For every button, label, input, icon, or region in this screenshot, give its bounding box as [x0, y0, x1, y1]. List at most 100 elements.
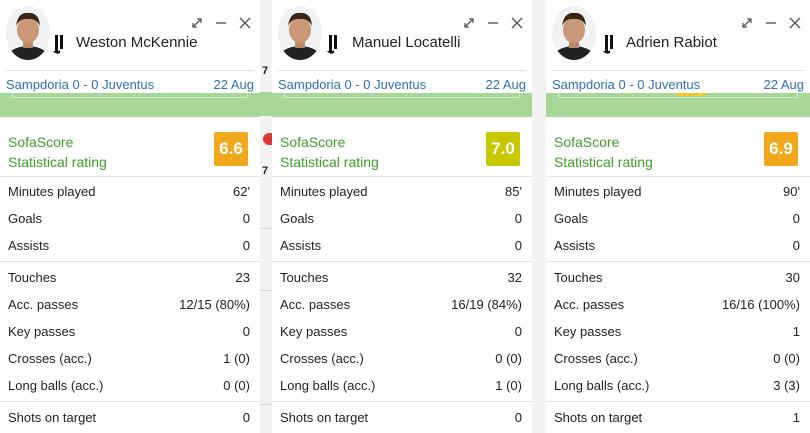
player-avatar — [278, 6, 322, 60]
stat-value: 1 — [792, 410, 800, 425]
stat-row: Long balls (acc.) 1 (0) — [272, 372, 532, 399]
rating-subtitle: Statistical rating — [8, 154, 107, 170]
stat-row: Acc. passes 16/19 (84%) — [272, 291, 532, 318]
stat-value: 0 — [514, 238, 522, 253]
juventus-logo-icon — [603, 35, 613, 54]
stat-value: 0 — [242, 211, 250, 226]
match-link[interactable]: Sampdoria 0 - 0 Juventus 22 Aug — [552, 77, 804, 93]
stat-label: Acc. passes — [554, 297, 625, 312]
match-teams[interactable]: Sampdoria 0 - 0 Juventus — [6, 77, 155, 92]
stat-label: Crosses (acc.) — [8, 351, 92, 366]
match-teams[interactable]: Sampdoria 0 - 0 Juventus — [278, 77, 427, 92]
stat-value: 0 — [514, 211, 522, 226]
stat-value: 0 — [242, 324, 250, 339]
juventus-logo-icon — [53, 35, 63, 54]
expand-icon[interactable] — [190, 16, 204, 30]
stat-value: 0 — [792, 211, 800, 226]
stat-row: Acc. passes 12/15 (80%) — [0, 291, 260, 318]
match-date: 22 Aug — [485, 77, 527, 92]
stat-value: 32 — [507, 270, 522, 285]
stats-list: Minutes played 90' Goals 0 Assists 0 Touches 30… — [546, 178, 810, 431]
rating-section: SofaScore Statistical rating 6.9 — [546, 128, 810, 172]
minimize-icon[interactable] — [214, 16, 228, 30]
rating-section: SofaScore Statistical rating 6.6 — [0, 128, 260, 172]
card-header: Weston McKennie — [0, 0, 260, 70]
field-box-lines — [558, 93, 798, 98]
stat-label: Key passes — [554, 324, 622, 339]
close-icon[interactable] — [510, 16, 524, 30]
stat-value: 30 — [785, 270, 800, 285]
stat-row: Crosses (acc.) 0 (0) — [272, 345, 532, 372]
stat-label: Minutes played — [280, 184, 368, 199]
stat-row: Goals 0 — [272, 205, 532, 232]
window-controls — [462, 16, 524, 30]
expand-icon[interactable] — [740, 16, 754, 30]
window-controls — [740, 16, 802, 30]
stat-value: 0 — [792, 238, 800, 253]
close-icon[interactable] — [788, 16, 802, 30]
divider — [0, 261, 260, 262]
stat-value: 0 — [242, 238, 250, 253]
rating-title: SofaScore — [554, 134, 620, 150]
window-controls — [190, 16, 252, 30]
stat-row: Assists 0 — [0, 232, 260, 259]
divider — [272, 176, 532, 177]
stat-row: Shots on target 0 — [272, 404, 532, 431]
stat-label: Goals — [280, 211, 314, 226]
card-header: Manuel Locatelli — [272, 0, 532, 70]
stat-row: Touches 23 — [0, 264, 260, 291]
stat-label: Crosses (acc.) — [554, 351, 638, 366]
stat-row: Shots on target 1 — [546, 404, 810, 431]
divider — [260, 290, 272, 291]
heatmap-field — [546, 93, 810, 117]
stat-value: 12/15 (80%) — [179, 297, 250, 312]
stat-value: 3 (3) — [773, 378, 800, 393]
match-link[interactable]: Sampdoria 0 - 0 Juventus 22 Aug — [278, 77, 526, 93]
stat-row: Minutes played 62' — [0, 178, 260, 205]
close-icon[interactable] — [238, 16, 252, 30]
stat-row: Touches 32 — [272, 264, 532, 291]
minimize-icon[interactable] — [764, 16, 778, 30]
rating-subtitle: Statistical rating — [280, 154, 379, 170]
field-box-lines — [284, 93, 520, 98]
stat-row: Touches 30 — [546, 264, 810, 291]
stat-row: Assists 0 — [272, 232, 532, 259]
minimize-icon[interactable] — [486, 16, 500, 30]
rating-badge: 6.6 — [214, 132, 248, 166]
stat-value: 0 (0) — [495, 351, 522, 366]
juventus-logo-icon — [327, 35, 337, 54]
expand-icon[interactable] — [462, 16, 476, 30]
stat-label: Shots on target — [554, 410, 643, 425]
rating-title: SofaScore — [280, 134, 346, 150]
player-card: Adrien Rabiot Sampdoria 0 - 0 Juventus 2… — [546, 0, 810, 433]
stat-label: Assists — [554, 238, 596, 253]
player-avatar — [6, 6, 50, 60]
stat-label: Touches — [554, 270, 603, 285]
stat-label: Acc. passes — [280, 297, 351, 312]
stat-label: Minutes played — [554, 184, 642, 199]
match-link[interactable]: Sampdoria 0 - 0 Juventus 22 Aug — [6, 77, 254, 93]
rating-subtitle: Statistical rating — [554, 154, 653, 170]
red-marker-icon — [263, 133, 272, 145]
stat-row: Goals 0 — [546, 205, 810, 232]
stat-value: 16/19 (84%) — [451, 297, 522, 312]
match-teams[interactable]: Sampdoria 0 - 0 Juventus — [552, 77, 701, 92]
field-strip — [260, 92, 272, 116]
stats-list: Minutes played 85' Goals 0 Assists 0 Touches 32… — [272, 178, 532, 431]
stat-label: Assists — [280, 238, 322, 253]
rating-title: SofaScore — [8, 134, 74, 150]
stat-value: 23 — [235, 270, 250, 285]
stat-value: 1 (0) — [495, 378, 522, 393]
rating-label: SofaScore Statistical rating — [8, 132, 107, 172]
stat-value: 0 — [242, 410, 250, 425]
stat-label: Touches — [280, 270, 329, 285]
stats-list: Minutes played 62' Goals 0 Assists 0 Touches 23… — [0, 178, 260, 431]
match-date: 22 Aug — [763, 77, 805, 92]
player-name: Manuel Locatelli — [352, 34, 461, 51]
gap-rating-badge: 7 — [262, 65, 269, 77]
stat-value: 0 — [514, 324, 522, 339]
stat-value: 1 (0) — [223, 351, 250, 366]
stat-row: Crosses (acc.) 1 (0) — [0, 345, 260, 372]
rating-label: SofaScore Statistical rating — [280, 132, 379, 172]
player-name: Adrien Rabiot — [626, 34, 717, 51]
